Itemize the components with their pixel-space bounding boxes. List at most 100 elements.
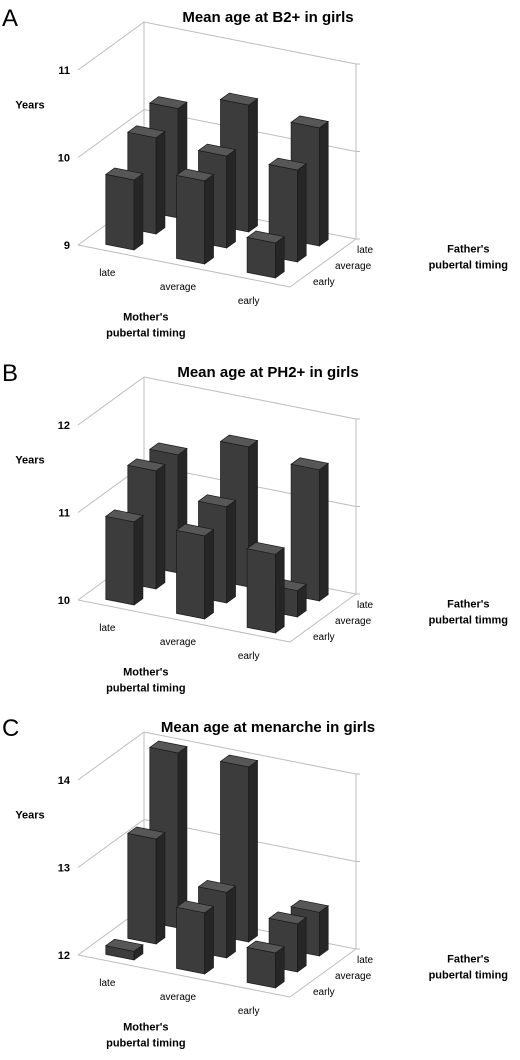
panel-letter: B — [2, 360, 18, 387]
bar-average-early — [175, 168, 215, 265]
x-category-label: early — [238, 1006, 260, 1017]
bar-side-face — [319, 462, 329, 602]
y-tick-label: 12 — [58, 950, 70, 962]
gridline — [77, 818, 357, 868]
bars — [104, 434, 330, 634]
bar-side-face — [155, 831, 166, 945]
z-category-label: average — [335, 261, 372, 272]
floor-edge — [289, 948, 357, 998]
x-category-label: late — [99, 623, 116, 634]
chart-panel-c: C Mean age at menarche in girls 12 13 14 Year… — [2, 715, 508, 1049]
bar-top-face — [197, 143, 237, 157]
bar-early-early — [246, 541, 286, 634]
z-category-label: late — [357, 955, 374, 966]
bar-front-face — [246, 946, 276, 989]
chart-title: Mean age at menarche in girls — [161, 719, 375, 736]
x-axis-label: Mother's pubertal timing — [106, 311, 185, 339]
bar-side-face — [248, 759, 258, 943]
y-tick-label: 10 — [58, 595, 70, 607]
bar-side-face — [155, 463, 166, 590]
bar-top-face — [268, 911, 308, 925]
bar-side-face — [204, 528, 214, 620]
bar-late-early — [104, 167, 144, 251]
bar-top-face — [197, 880, 237, 893]
y-tick-label: 9 — [64, 240, 70, 252]
bar-top-face — [104, 509, 144, 523]
bar-top-face — [246, 541, 286, 555]
x-category-label: early — [238, 296, 260, 307]
y-tick-label: 11 — [58, 65, 70, 77]
z-axis-label: Father's pubertal timing — [429, 244, 508, 272]
floor-edge — [77, 599, 291, 643]
bar-late-early — [104, 509, 144, 606]
bar-top-face — [246, 940, 286, 954]
bar-top-face — [126, 826, 166, 840]
y-axis-label: Years — [15, 810, 44, 822]
bar-top-face — [175, 900, 215, 914]
bar-top-face — [268, 157, 308, 171]
x-category-label: average — [160, 992, 197, 1003]
bar-top-face — [290, 457, 330, 471]
y-tick-label: 11 — [58, 508, 70, 520]
floor-edge — [77, 244, 291, 288]
bars — [104, 92, 330, 279]
bar-side-face — [297, 163, 307, 263]
bar-front-face — [176, 906, 206, 975]
z-category-label: early — [313, 632, 335, 643]
x-category-label: average — [160, 637, 197, 648]
bar-top-face — [126, 458, 166, 472]
bar-side-face — [275, 945, 285, 989]
gridline — [77, 21, 357, 71]
bar-side-face — [204, 173, 214, 265]
panel-letter: C — [2, 715, 19, 742]
bar-early-early — [246, 230, 286, 279]
bar-early-early — [246, 940, 286, 989]
bar-front-face — [176, 174, 206, 265]
gridline — [77, 731, 357, 781]
z-category-label: early — [313, 277, 335, 288]
x-category-label: late — [99, 268, 116, 279]
bar-front-face — [246, 236, 276, 279]
bar-top-face — [290, 899, 330, 913]
bar-top-face — [197, 494, 237, 508]
bar-side-face — [204, 905, 214, 975]
y-tick-label: 13 — [58, 863, 70, 875]
y-axis-label: Years — [15, 100, 44, 112]
x-category-label: early — [238, 651, 260, 662]
y-tick-label: 10 — [58, 153, 70, 165]
bar-side-face — [319, 905, 329, 957]
chart-panel-a: A Mean age at B2+ in girls 9 10 11 Years late a… — [2, 5, 508, 339]
bar-top-face — [246, 230, 286, 244]
bar-side-face — [133, 172, 144, 251]
y-tick-label: 12 — [58, 420, 70, 432]
floor-edge — [289, 593, 357, 643]
z-category-label: average — [335, 971, 372, 982]
x-axis-label: Mother's pubertal timing — [106, 666, 185, 694]
gridline — [77, 376, 357, 426]
bar-top-face — [104, 938, 144, 952]
bar-top-face — [104, 167, 144, 181]
y-axis-label: Years — [15, 455, 44, 467]
z-category-label: average — [335, 616, 372, 627]
bar-top-face — [290, 115, 330, 129]
bar-top-face — [175, 168, 215, 182]
bar-top-face — [126, 125, 166, 139]
bar-front-face — [105, 173, 135, 251]
bar-front-face — [246, 548, 276, 634]
bar-top-face — [148, 442, 188, 456]
bar-top-face — [175, 523, 215, 537]
bar-side-face — [275, 547, 285, 634]
panel-letter: A — [2, 5, 18, 32]
bar-top-face — [219, 754, 259, 768]
floor-edge — [77, 954, 291, 998]
bar-front-face — [105, 515, 135, 606]
x-axis-label: Mother's pubertal timing — [106, 1021, 185, 1049]
y-tick-label: 14 — [58, 775, 71, 787]
bar-average-early — [175, 900, 215, 975]
bars — [104, 740, 330, 989]
x-category-label: late — [99, 978, 116, 989]
x-category-label: average — [160, 282, 197, 293]
bar-late-early — [104, 938, 144, 961]
bar-front-face — [127, 832, 157, 945]
bar-top-face — [148, 96, 188, 109]
